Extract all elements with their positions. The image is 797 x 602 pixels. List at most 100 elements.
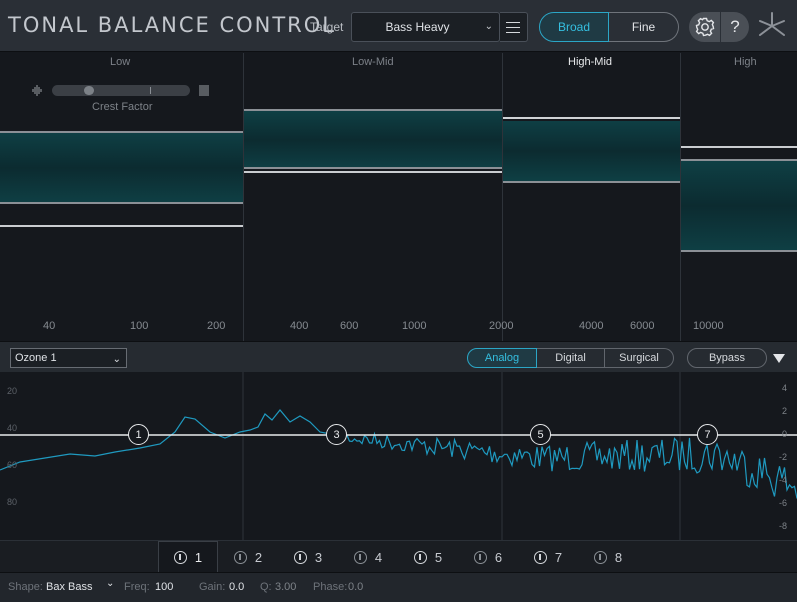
band-label-high-mid[interactable]: High-Mid xyxy=(568,56,613,68)
settings-button[interactable] xyxy=(689,12,720,42)
power-icon[interactable] xyxy=(593,550,607,564)
band-label-low-mid[interactable]: Low-Mid xyxy=(352,56,394,68)
eq-node-7[interactable]: 7 xyxy=(697,424,718,445)
band-tab-8[interactable]: 8 xyxy=(578,541,638,573)
target-menu-button[interactable] xyxy=(500,12,528,42)
spectrum-canvas xyxy=(0,372,797,540)
bypass-button[interactable]: Bypass xyxy=(687,348,767,368)
band-divider xyxy=(680,53,681,341)
power-icon[interactable] xyxy=(533,550,547,564)
high-mid-level-indicator xyxy=(503,117,680,119)
eq-control-bar: Ozone 1 ⌄ Analog Digital Surgical Bypass xyxy=(0,341,797,372)
band-tab-label: 2 xyxy=(254,549,263,565)
freq-label: 6000 xyxy=(630,320,655,332)
crest-low-icon xyxy=(32,85,42,96)
high-mid-target-range xyxy=(503,121,680,181)
target-label: Target xyxy=(310,20,344,34)
phase-label: Phase: xyxy=(313,581,348,593)
chevron-down-icon[interactable]: ⌄ xyxy=(106,578,115,589)
band-tab-label: 1 xyxy=(194,550,203,565)
eq-display[interactable]: 20 40 60 80 4 2 0 -2 -4 -6 -8 1 3 5 7 xyxy=(0,372,797,540)
power-icon[interactable] xyxy=(233,550,247,564)
analog-mode-button[interactable]: Analog xyxy=(467,348,537,368)
high-target-range xyxy=(681,161,797,251)
phase-value[interactable]: 0.0 xyxy=(348,581,364,593)
target-value: Bass Heavy xyxy=(385,20,450,34)
eq-node-3[interactable]: 3 xyxy=(326,424,347,445)
low-target-range xyxy=(0,133,243,203)
db-scale-label: 80 xyxy=(7,497,18,507)
shape-label: Shape: xyxy=(8,581,43,593)
power-icon[interactable] xyxy=(473,550,487,564)
collapse-triangle-icon[interactable] xyxy=(773,354,785,363)
low-mid-upper-bound xyxy=(244,109,502,111)
band-divider xyxy=(502,53,503,341)
gain-scale-label: -4 xyxy=(778,475,787,485)
q-label: Q: xyxy=(260,581,272,593)
band-divider xyxy=(243,53,244,341)
band-tab-2[interactable]: 2 xyxy=(218,541,278,573)
low-mid-level-indicator xyxy=(244,171,502,173)
band-tab-label: 7 xyxy=(554,549,563,565)
menu-icon-line xyxy=(506,27,520,28)
db-scale-label: 20 xyxy=(7,386,18,396)
menu-icon-line xyxy=(506,32,520,33)
band-label-low[interactable]: Low xyxy=(110,56,131,68)
crest-high-icon xyxy=(199,85,209,96)
gain-scale-label: -6 xyxy=(778,498,787,508)
target-dropdown[interactable]: Bass Heavy ⌄ xyxy=(351,12,500,42)
band-parameters: Shape: Bax Bass ⌄ Freq: 100 Gain: 0.0 Q:… xyxy=(0,572,797,602)
header-bar: TONAL BALANCE CONTROL Target Bass Heavy … xyxy=(0,0,797,52)
power-icon[interactable] xyxy=(353,550,367,564)
band-tab-1[interactable]: 1 xyxy=(158,541,218,573)
fine-view-button[interactable]: Fine xyxy=(609,12,679,42)
eq-band-tabs: 1 2 3 4 5 6 7 8 xyxy=(0,540,797,573)
freq-label: 10000 xyxy=(693,320,724,332)
crest-factor-slider[interactable] xyxy=(52,85,190,96)
broad-view-button[interactable]: Broad xyxy=(539,12,609,42)
band-tab-label: 5 xyxy=(434,549,443,565)
tonal-balance-bands: Low Low-Mid High-Mid High Crest Factor xyxy=(0,53,797,341)
chevron-down-icon: ⌄ xyxy=(112,354,121,365)
eq-node-5[interactable]: 5 xyxy=(530,424,551,445)
band-tab-5[interactable]: 5 xyxy=(398,541,458,573)
preset-dropdown[interactable]: Ozone 1 ⌄ xyxy=(10,348,127,368)
band-tab-7[interactable]: 7 xyxy=(518,541,578,573)
power-icon[interactable] xyxy=(413,550,427,564)
band-label-high[interactable]: High xyxy=(734,56,757,68)
chevron-down-icon: ⌄ xyxy=(484,21,493,32)
db-scale-label: 40 xyxy=(7,423,18,433)
freq-value[interactable]: 100 xyxy=(155,581,174,593)
band-tab-4[interactable]: 4 xyxy=(338,541,398,573)
freq-label: 200 xyxy=(207,320,226,332)
band-tab-6[interactable]: 6 xyxy=(458,541,518,573)
band-tab-label: 3 xyxy=(314,549,323,565)
q-value[interactable]: 3.00 xyxy=(275,581,297,593)
high-mid-lower-bound xyxy=(503,181,680,183)
band-tab-label: 4 xyxy=(374,549,383,565)
freq-label: 100 xyxy=(130,320,149,332)
power-icon[interactable] xyxy=(293,550,307,564)
crest-factor-handle[interactable] xyxy=(84,86,94,95)
gear-icon xyxy=(695,17,715,37)
freq-label: 400 xyxy=(290,320,309,332)
low-upper-bound xyxy=(0,131,243,133)
gain-value[interactable]: 0.0 xyxy=(229,581,245,593)
preset-value: Ozone 1 xyxy=(15,352,57,364)
freq-label: 1000 xyxy=(402,320,427,332)
izotope-logo-icon xyxy=(759,12,785,36)
band-tab-label: 6 xyxy=(494,549,503,565)
eq-node-1[interactable]: 1 xyxy=(128,424,149,445)
high-upper-bound xyxy=(681,159,797,161)
menu-icon xyxy=(506,22,520,23)
surgical-mode-button[interactable]: Surgical xyxy=(605,348,674,368)
high-lower-bound xyxy=(681,250,797,252)
gain-scale-label: 2 xyxy=(781,406,787,416)
power-icon[interactable] xyxy=(173,551,187,564)
band-tab-3[interactable]: 3 xyxy=(278,541,338,573)
help-button[interactable]: ? xyxy=(720,12,749,42)
shape-dropdown[interactable]: Bax Bass xyxy=(46,581,93,593)
digital-mode-button[interactable]: Digital xyxy=(537,348,605,368)
freq-label: Freq: xyxy=(124,581,150,593)
low-mid-lower-bound xyxy=(244,167,502,169)
